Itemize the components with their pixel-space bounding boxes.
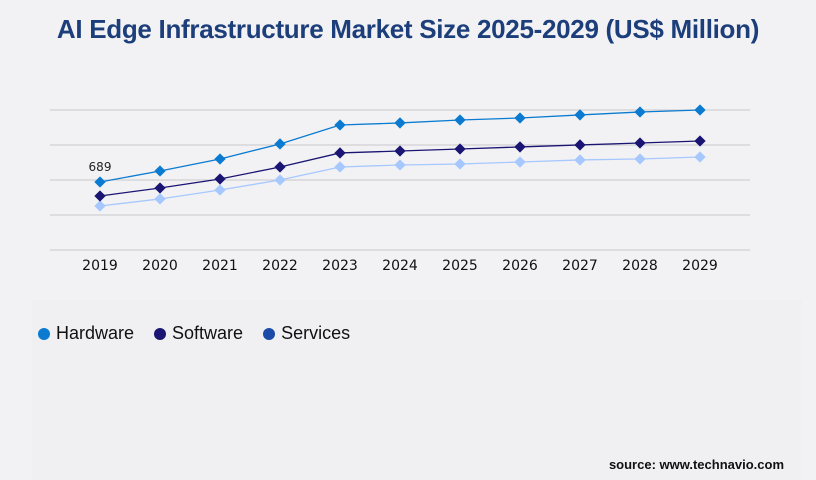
data-point-hardware: [574, 109, 586, 121]
x-tick-label: 2023: [322, 258, 358, 274]
legend-item-hardware: Hardware: [38, 323, 134, 344]
legend-label: Hardware: [56, 323, 135, 343]
data-point-services: [214, 184, 226, 196]
chart-title: AI Edge Infrastructure Market Size 2025-…: [56, 14, 760, 44]
x-tick-label: 2022: [262, 258, 298, 274]
x-tick-label: 2027: [562, 258, 598, 274]
x-tick-label: 2020: [142, 258, 178, 274]
data-label: 689: [89, 160, 112, 174]
data-point-software: [454, 143, 466, 155]
data-point-software: [94, 190, 106, 202]
legend-marker-icon: [38, 327, 50, 340]
data-point-hardware: [634, 106, 646, 118]
data-point-services: [154, 193, 166, 205]
data-point-services: [394, 159, 406, 171]
data-point-services: [454, 158, 466, 170]
data-point-software: [274, 161, 286, 173]
data-point-software: [394, 145, 406, 157]
legend: Hardware Software Services: [38, 323, 350, 344]
x-tick-label: 2019: [82, 258, 118, 274]
legend-item-software: Software: [154, 323, 243, 344]
data-point-software: [574, 139, 586, 151]
data-point-software: [334, 147, 346, 159]
x-tick-label: 2026: [502, 258, 538, 274]
data-point-services: [634, 153, 646, 165]
data-point-hardware: [514, 112, 526, 124]
data-point-software: [214, 173, 226, 185]
line-chart: 2019 2020 2021 2022 2023 2024 2025 2026 2027 2028…: [50, 104, 750, 274]
legend-label: Software: [172, 323, 244, 343]
source-text: source: www.technavio.com: [608, 457, 784, 472]
x-tick-label: 2021: [202, 258, 238, 274]
data-point-services: [334, 161, 346, 173]
x-tick-label: 2025: [442, 258, 478, 274]
data-point-services: [694, 151, 706, 163]
data-point-software: [634, 137, 646, 149]
data-point-hardware: [394, 117, 406, 129]
legend-label: Services: [281, 323, 351, 343]
data-point-services: [94, 200, 106, 212]
data-point-hardware: [94, 176, 106, 188]
legend-marker-icon: [154, 327, 167, 340]
data-point-hardware: [214, 153, 226, 165]
data-point-hardware: [274, 138, 286, 150]
data-point-hardware: [334, 119, 346, 131]
x-tick-label: 2024: [382, 258, 418, 274]
data-point-services: [274, 174, 286, 186]
legend-item-services: Services: [263, 323, 350, 344]
x-tick-label: 2028: [622, 258, 658, 274]
data-point-hardware: [154, 165, 166, 177]
data-point-services: [574, 154, 586, 166]
data-point-software: [154, 182, 166, 194]
data-point-services: [514, 156, 526, 168]
data-point-software: [694, 135, 706, 147]
x-tick-label: 2029: [682, 258, 718, 274]
data-point-hardware: [694, 104, 706, 116]
data-point-software: [514, 141, 526, 153]
data-point-hardware: [454, 114, 466, 126]
legend-marker-icon: [263, 327, 276, 340]
